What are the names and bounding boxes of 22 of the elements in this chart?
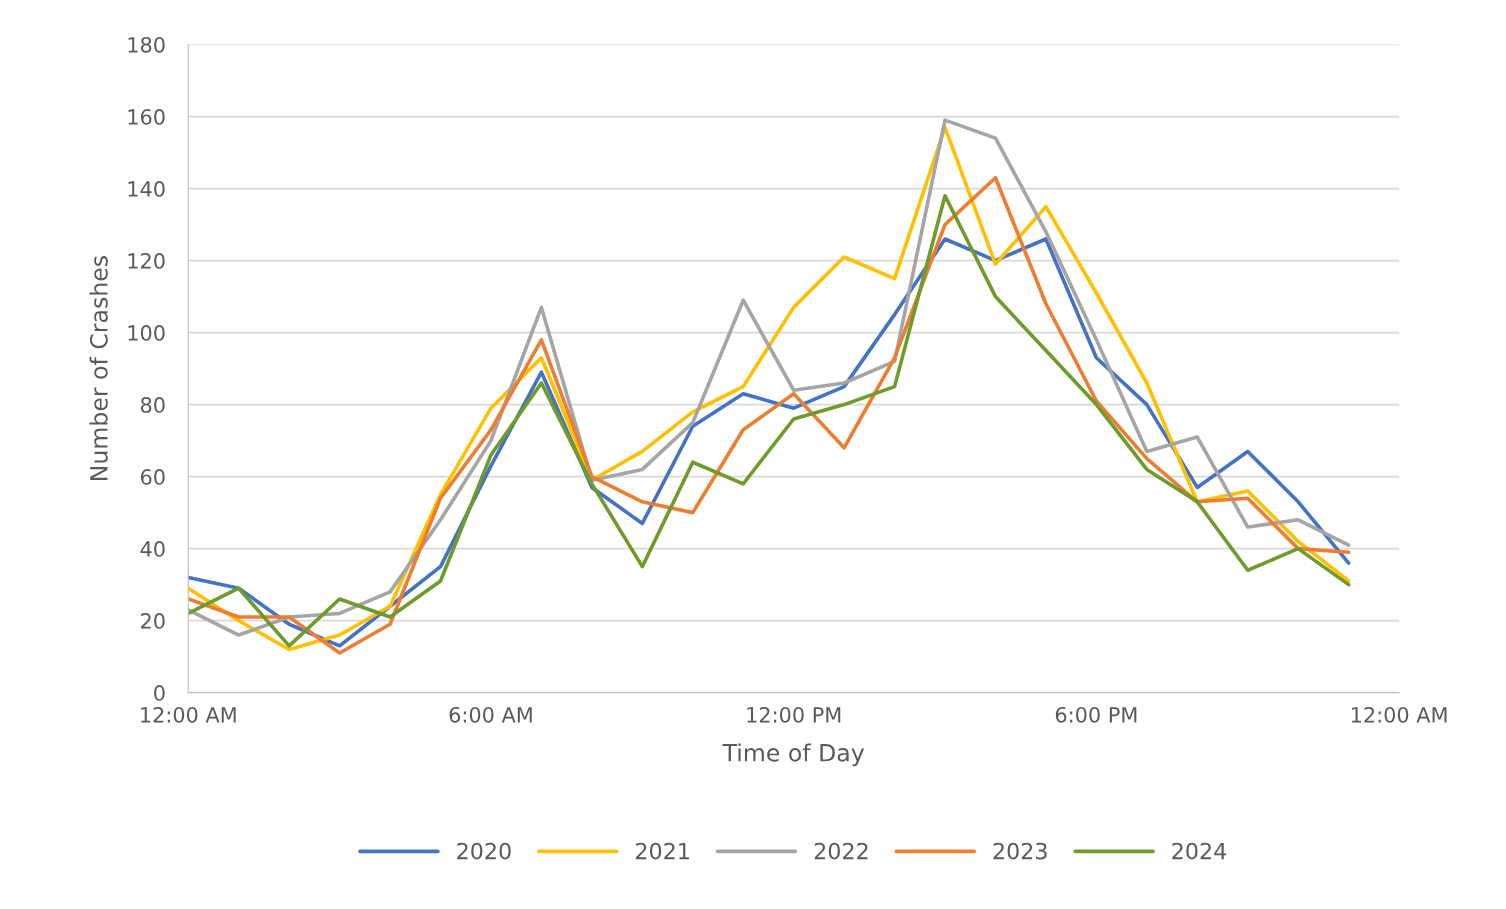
x-tick-label: 12:00 PM	[747, 706, 841, 723]
legend-label: 2023	[993, 842, 1047, 860]
y-axis-title: Number of Crashes	[89, 256, 108, 480]
x-tick-label: 12:00 AM	[1351, 706, 1447, 723]
y-tick-label: 120	[128, 253, 165, 269]
x-axis-title: Time of Day	[722, 743, 865, 767]
legend-label: 2020	[457, 842, 511, 860]
x-tick-label: 6:00 PM	[1055, 706, 1137, 723]
x-tick-label: 6:00 AM	[449, 706, 532, 723]
y-tick-label: 20	[141, 613, 165, 629]
x-tick-label: 12:00 AM	[141, 706, 236, 723]
y-tick-label: 180	[128, 36, 165, 53]
y-tick-label: 40	[140, 541, 165, 557]
y-tick-label: 100	[128, 325, 165, 341]
y-tick-label: 80	[140, 397, 165, 413]
legend-label: 2022	[814, 842, 868, 860]
legend-label: 2024	[1172, 842, 1227, 860]
legend-label: 2021	[636, 842, 689, 860]
y-tick-label: 160	[128, 109, 165, 125]
y-tick-label: 0	[154, 685, 165, 701]
y-tick-label: 140	[128, 181, 165, 197]
y-tick-label: 60	[140, 469, 165, 485]
